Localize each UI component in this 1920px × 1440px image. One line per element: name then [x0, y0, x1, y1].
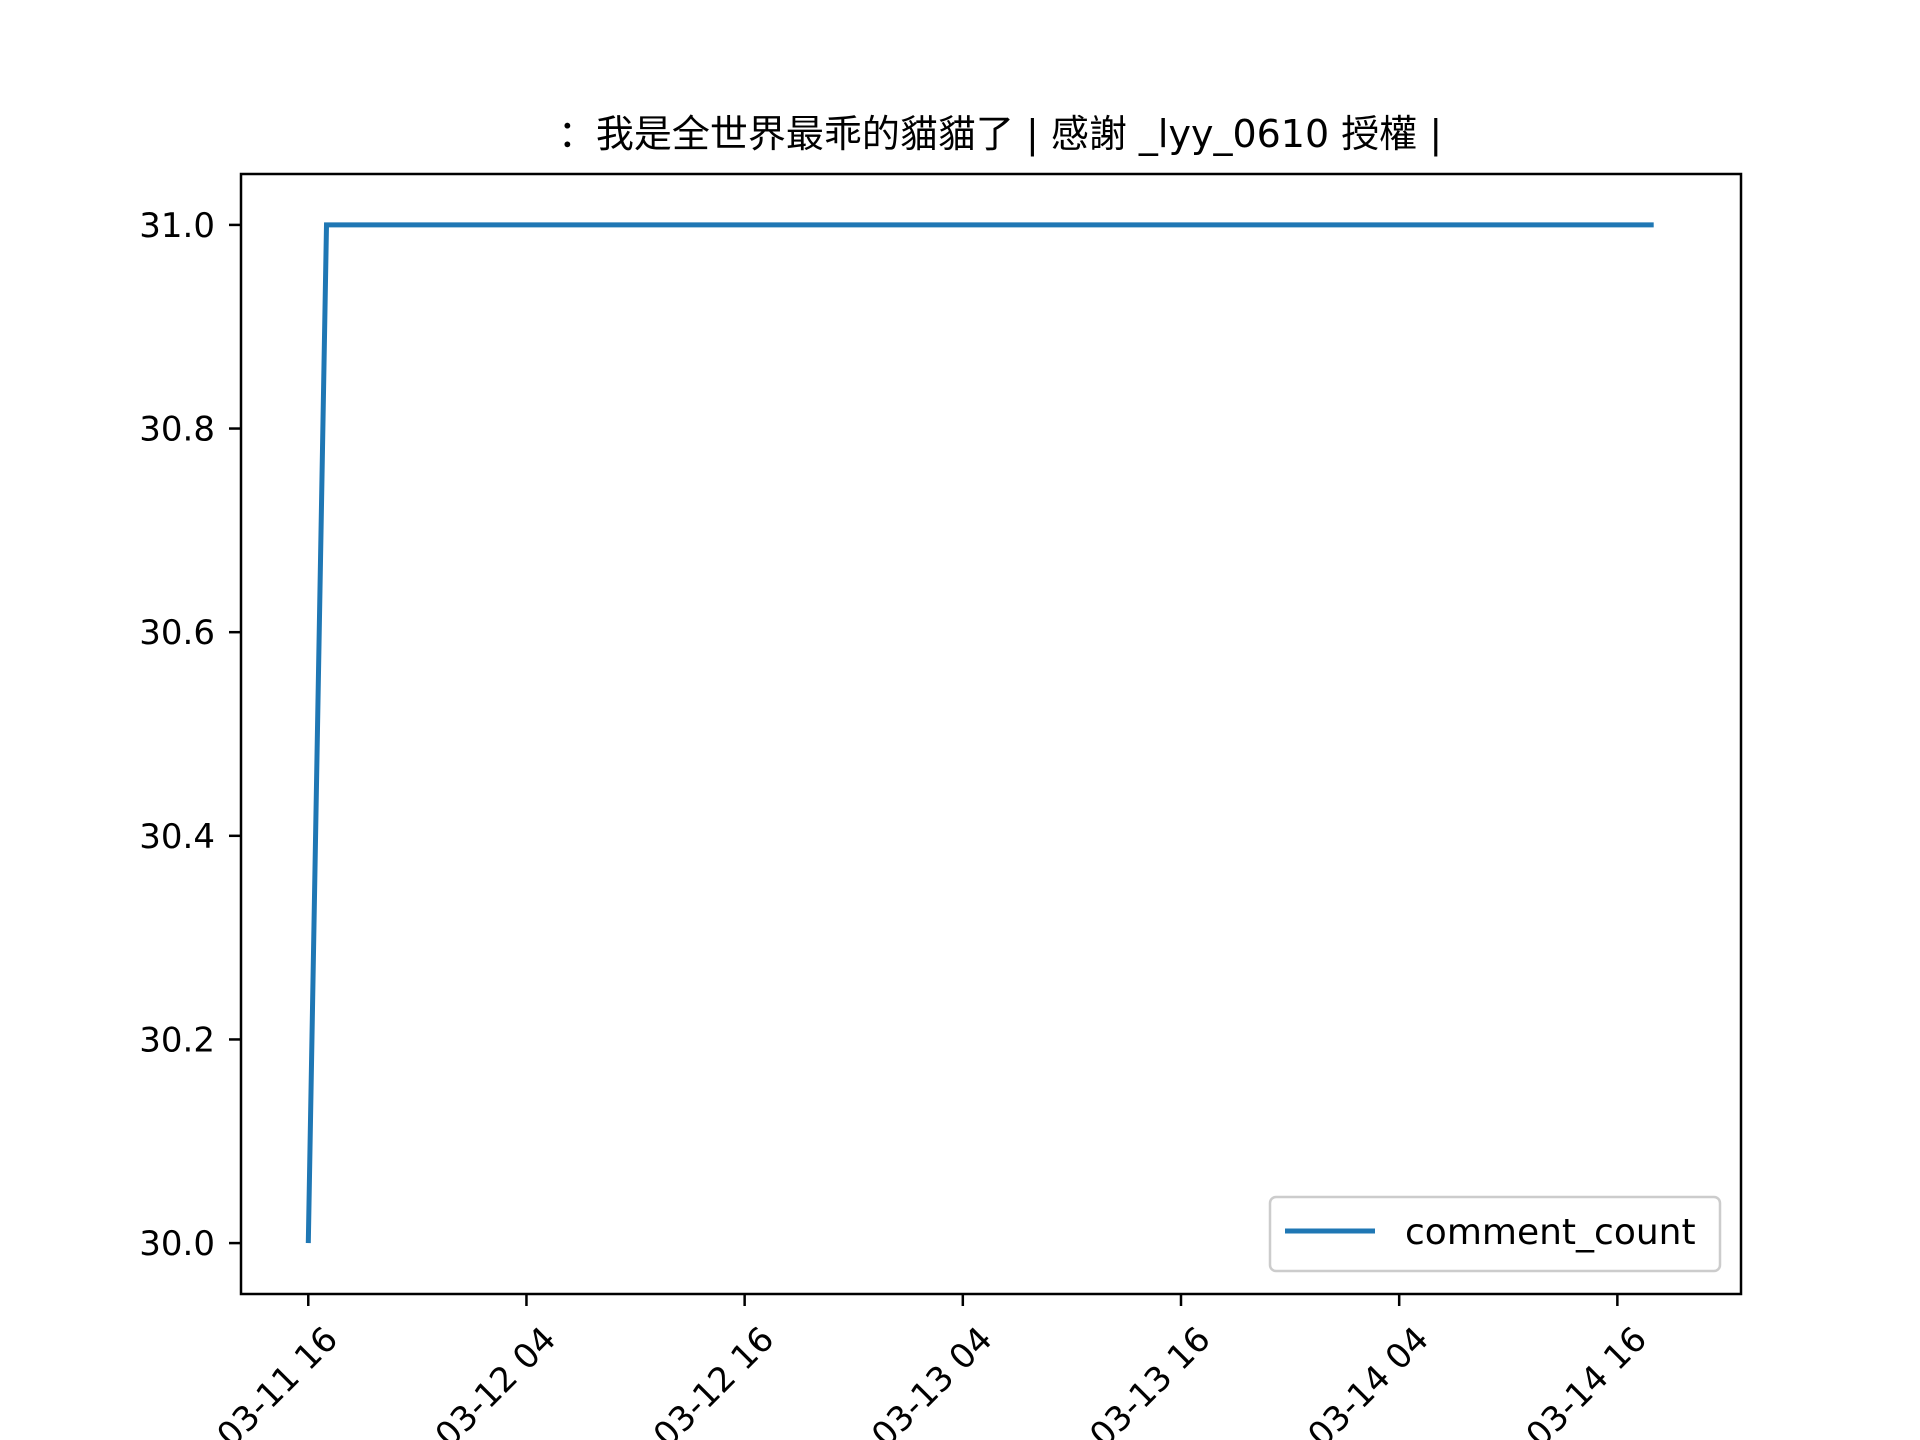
- axes-frame: [239, 172, 1743, 1296]
- plot-area: [305, 222, 1654, 1244]
- legend-box: [1268, 1195, 1722, 1273]
- legend-label: comment_count: [1405, 1212, 1696, 1253]
- y-tick-label: 30.6: [139, 613, 215, 653]
- y-tick-label: 30.4: [139, 817, 215, 857]
- chart-title: ：我是全世界最乖的貓貓了 | 感謝 _lyy_0610 授權 |: [558, 112, 1442, 157]
- y-axis: 30.0 30.2 30.4 30.6 30.8 31.0: [139, 206, 241, 1264]
- y-tick-label: 30.2: [139, 1020, 215, 1060]
- series-line-comment-count: [305, 222, 1654, 1244]
- y-tick-label: 30.8: [139, 410, 215, 450]
- legend: comment_count: [1268, 1195, 1722, 1273]
- y-tick-label: 30.0: [139, 1224, 215, 1264]
- y-tick-label: 31.0: [139, 206, 215, 246]
